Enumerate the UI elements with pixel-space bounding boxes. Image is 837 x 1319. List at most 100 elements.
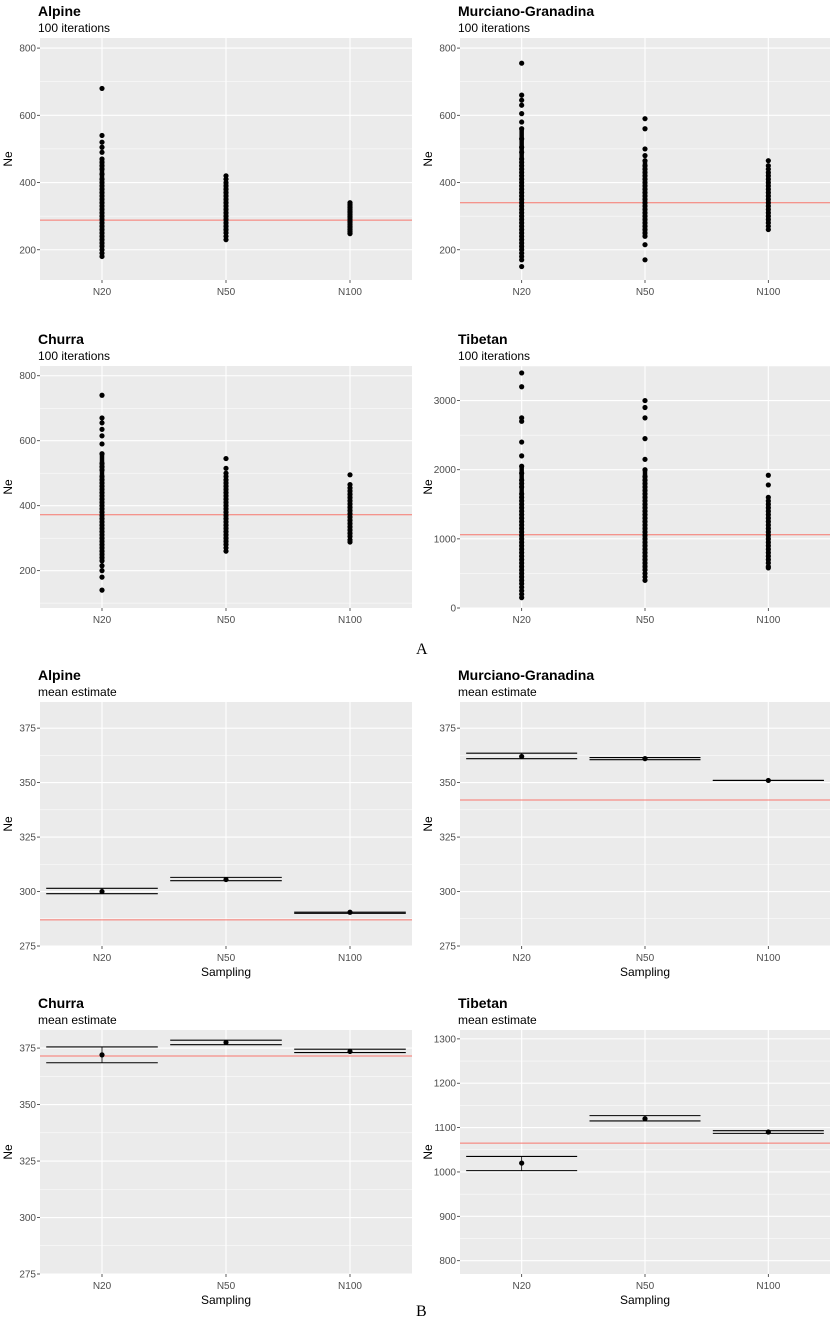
y-tick-label: 375 bbox=[19, 1044, 36, 1055]
chart-title: Murciano-Granadina bbox=[458, 667, 594, 683]
x-axis-label: Sampling bbox=[620, 1293, 670, 1307]
data-point bbox=[347, 539, 353, 545]
y-axis-label: Ne bbox=[421, 816, 435, 832]
x-tick-label: N20 bbox=[93, 953, 112, 964]
errorbar-n50 bbox=[170, 1039, 282, 1046]
y-axis-label: Ne bbox=[1, 1144, 15, 1160]
data-point bbox=[99, 568, 105, 574]
data-point bbox=[99, 132, 105, 139]
data-point bbox=[519, 60, 525, 66]
y-tick-label: 1000 bbox=[434, 534, 457, 545]
data-point bbox=[99, 563, 105, 569]
x-tick-label: N100 bbox=[338, 615, 362, 626]
chart-title: Churra bbox=[38, 995, 84, 1011]
chart-subtitle: 100 iterations bbox=[38, 21, 110, 35]
x-tick-label: N50 bbox=[636, 953, 655, 964]
y-tick-label: 600 bbox=[19, 111, 36, 122]
chart-subtitle: 100 iterations bbox=[458, 21, 530, 35]
mean-point bbox=[642, 756, 648, 762]
y-tick-label: 275 bbox=[19, 1270, 36, 1281]
x-tick-label: N20 bbox=[512, 1281, 531, 1292]
mean-point bbox=[519, 753, 525, 760]
chart-subtitle: 100 iterations bbox=[38, 349, 110, 363]
data-point bbox=[99, 441, 105, 447]
x-axis-label: Sampling bbox=[201, 1293, 251, 1307]
y-tick-label: 350 bbox=[19, 778, 36, 789]
y-tick-label: 350 bbox=[439, 778, 456, 789]
data-point bbox=[642, 397, 648, 404]
x-tick-label: N20 bbox=[93, 287, 112, 298]
mean-point bbox=[99, 1052, 105, 1058]
series-n100 bbox=[765, 158, 771, 233]
chart-panel-1: 200 400 600 800 N20 N50 N100 Alpine 100 iteratio… bbox=[1, 3, 412, 298]
data-point bbox=[99, 85, 105, 92]
data-point bbox=[519, 439, 525, 445]
chart-title: Churra bbox=[38, 331, 84, 347]
y-tick-label: 3000 bbox=[434, 396, 457, 407]
data-point bbox=[347, 472, 353, 478]
y-tick-label: 400 bbox=[439, 178, 456, 189]
y-tick-label: 325 bbox=[439, 833, 456, 844]
data-point bbox=[99, 139, 105, 145]
series-n50 bbox=[223, 455, 229, 554]
data-point bbox=[642, 456, 648, 462]
series-n20 bbox=[519, 60, 525, 270]
data-point bbox=[765, 158, 771, 164]
x-tick-label: N100 bbox=[756, 287, 780, 298]
data-point bbox=[519, 111, 525, 117]
errorbar-n100 bbox=[712, 777, 824, 784]
y-tick-label: 300 bbox=[19, 1213, 36, 1224]
errorbar-n20 bbox=[466, 1155, 578, 1172]
series-n50 bbox=[642, 116, 648, 263]
data-point bbox=[519, 370, 525, 376]
data-point bbox=[99, 433, 105, 439]
chart-panel-8: 800 900 1000 1100 1200 1300 N20 N50 N100 Tibetan m… bbox=[421, 995, 830, 1307]
data-point bbox=[642, 257, 648, 263]
panel-label-b: B bbox=[416, 1303, 427, 1319]
chart-title: Tibetan bbox=[458, 995, 508, 1011]
errorbar-n50 bbox=[589, 756, 701, 762]
series-n20 bbox=[519, 370, 525, 601]
errorbar-n50 bbox=[589, 1115, 701, 1122]
y-tick-label: 1000 bbox=[434, 1167, 457, 1178]
chart-subtitle: mean estimate bbox=[458, 685, 537, 699]
x-axis-label: Sampling bbox=[620, 965, 670, 979]
y-tick-label: 375 bbox=[439, 724, 456, 735]
data-point bbox=[765, 472, 771, 478]
data-point bbox=[642, 116, 648, 122]
y-axis-label: Ne bbox=[421, 479, 435, 495]
series-n100 bbox=[347, 472, 353, 545]
errorbar-n100 bbox=[294, 1048, 406, 1055]
x-tick-label: N20 bbox=[512, 953, 531, 964]
x-tick-label: N100 bbox=[338, 953, 362, 964]
data-point bbox=[223, 465, 229, 471]
mean-point bbox=[765, 1129, 771, 1135]
mean-point bbox=[223, 876, 229, 883]
data-point bbox=[765, 482, 771, 488]
chart-subtitle: mean estimate bbox=[38, 1013, 117, 1027]
y-tick-label: 350 bbox=[19, 1100, 36, 1111]
chart-subtitle: 100 iterations bbox=[458, 349, 530, 363]
mean-point bbox=[347, 1048, 353, 1055]
data-point bbox=[642, 153, 648, 159]
data-point bbox=[642, 404, 648, 411]
data-point bbox=[519, 97, 525, 103]
errorbar-n50 bbox=[170, 876, 282, 883]
mean-point bbox=[642, 1116, 648, 1122]
mean-point bbox=[347, 909, 353, 915]
x-tick-label: N50 bbox=[636, 615, 655, 626]
chart-panel-4: 0 1000 2000 3000 N20 N50 N100 Tibetan 100 iterat… bbox=[421, 331, 830, 626]
y-tick-label: 325 bbox=[19, 833, 36, 844]
x-tick-label: N50 bbox=[217, 953, 236, 964]
data-point bbox=[99, 426, 105, 432]
mean-point bbox=[223, 1039, 229, 1046]
data-point bbox=[99, 149, 105, 155]
x-tick-label: N20 bbox=[512, 615, 531, 626]
data-point bbox=[223, 455, 229, 462]
y-tick-label: 800 bbox=[439, 44, 456, 55]
y-tick-label: 1300 bbox=[434, 1034, 457, 1045]
chart-panel-5: 275 300 325 350 375 N20 N50 N100 Alpine mean esti… bbox=[1, 667, 412, 979]
data-point bbox=[642, 126, 648, 132]
x-tick-label: N20 bbox=[93, 1281, 112, 1292]
data-point bbox=[519, 257, 525, 263]
